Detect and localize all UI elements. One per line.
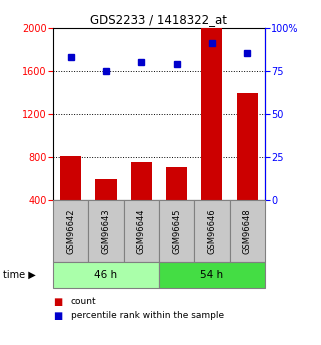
Bar: [124, 200, 159, 262]
Title: GDS2233 / 1418322_at: GDS2233 / 1418322_at: [91, 13, 227, 27]
Text: GSM96644: GSM96644: [137, 208, 146, 254]
Text: GSM96643: GSM96643: [101, 208, 110, 254]
Bar: [230, 200, 265, 262]
Bar: [95, 179, 117, 200]
Bar: [166, 167, 187, 200]
Bar: [159, 200, 194, 262]
Text: time ▶: time ▶: [3, 270, 36, 280]
Text: GSM96648: GSM96648: [243, 208, 252, 254]
Text: ■: ■: [53, 311, 62, 321]
Text: GSM96646: GSM96646: [207, 208, 216, 254]
Text: count: count: [71, 297, 96, 306]
Text: 46 h: 46 h: [94, 270, 117, 280]
Bar: [159, 262, 265, 288]
Bar: [53, 200, 88, 262]
Bar: [201, 28, 222, 200]
Text: GSM96642: GSM96642: [66, 208, 75, 254]
Bar: [53, 262, 159, 288]
Bar: [194, 200, 230, 262]
Text: GSM96645: GSM96645: [172, 208, 181, 254]
Bar: [60, 156, 81, 200]
Text: percentile rank within the sample: percentile rank within the sample: [71, 311, 224, 320]
Text: ■: ■: [53, 297, 62, 307]
Bar: [131, 162, 152, 200]
Bar: [88, 200, 124, 262]
Bar: [237, 93, 258, 200]
Text: 54 h: 54 h: [200, 270, 223, 280]
